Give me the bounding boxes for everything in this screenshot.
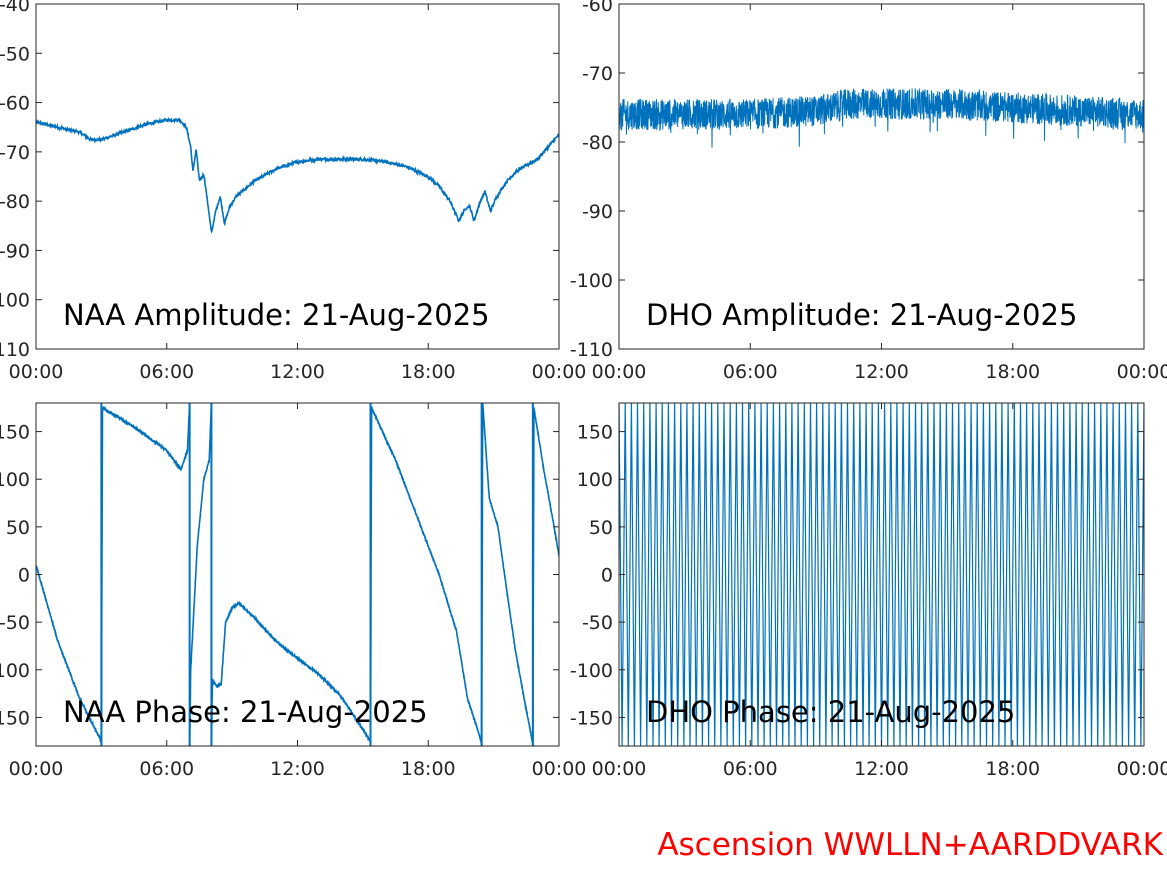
naa-phase-title: NAA Phase: 21-Aug-2025 xyxy=(63,695,428,729)
naa-phase-segment xyxy=(532,407,559,746)
x-tick-label: 18:00 xyxy=(985,361,1040,383)
y-tick-label: -150 xyxy=(570,707,613,729)
y-tick-label: -50 xyxy=(0,43,30,65)
naa-phase-series xyxy=(36,403,559,746)
naa-phase-segment xyxy=(188,403,213,746)
dho-amplitude-panel: -110 -100 -90 -80 -70 -60 00:00 06:00 12:00 18:00… xyxy=(570,0,1167,383)
dho-phase-series xyxy=(619,403,1144,746)
x-tick-label: 06:00 xyxy=(723,361,778,383)
x-tick-label: 12:00 xyxy=(270,361,325,383)
x-tick-label: 00:00 xyxy=(532,758,587,780)
x-tick-label: 12:00 xyxy=(270,758,325,780)
naa-phase-segment xyxy=(100,403,191,746)
y-tick-label: 0 xyxy=(18,565,30,587)
x-tick-label: 06:00 xyxy=(139,758,194,780)
y-tick-label: -80 xyxy=(0,191,30,213)
naa-phase-segment xyxy=(369,405,483,746)
y-tick-label: -100 xyxy=(570,660,613,682)
y-tick-label: 0 xyxy=(601,565,613,587)
naa-phase-panel: -150 -100 -50 0 50 100 150 00:00 06:00 12:00 18:00… xyxy=(0,402,586,780)
x-tick-label: 00:00 xyxy=(9,758,64,780)
y-tick-label: -110 xyxy=(0,339,30,361)
x-tick-label: 12:00 xyxy=(854,361,909,383)
y-tick-label: -40 xyxy=(0,0,30,16)
naa-amplitude-line xyxy=(36,116,559,234)
footer-station-label: Ascension WWLLN+AARDDVARK xyxy=(657,827,1163,863)
x-tick-label: 00:00 xyxy=(1117,361,1167,383)
y-tick-label: -50 xyxy=(582,612,613,634)
y-tick-label: -100 xyxy=(0,290,30,312)
x-tick-label: 00:00 xyxy=(592,758,647,780)
y-tick-label: 100 xyxy=(0,469,30,491)
naa-amplitude-series xyxy=(36,116,559,234)
y-tick-label: -90 xyxy=(0,240,30,262)
x-tick-label: 18:00 xyxy=(401,758,456,780)
y-tick-label: -110 xyxy=(570,339,613,361)
y-tick-label: -100 xyxy=(0,660,30,682)
x-tick-label: 18:00 xyxy=(401,361,456,383)
naa-amplitude-panel: -110 -100 -90 -80 -70 -60 -50 -40 00:00 06:00 12:0… xyxy=(0,0,586,383)
x-tick-label: 00:00 xyxy=(1117,758,1167,780)
dho-amplitude-title: DHO Amplitude: 21-Aug-2025 xyxy=(646,298,1077,332)
dho-phase-line xyxy=(619,403,1144,746)
naa-phase-segment xyxy=(210,600,372,746)
y-tick-label: 150 xyxy=(577,422,613,444)
y-tick-label: -70 xyxy=(0,142,30,164)
x-tick-label: 00:00 xyxy=(9,361,64,383)
x-tick-label: 06:00 xyxy=(139,361,194,383)
dho-phase-title: DHO Phase: 21-Aug-2025 xyxy=(646,695,1015,729)
naa-phase-segment xyxy=(36,565,103,743)
y-tick-label: -80 xyxy=(582,132,613,154)
y-tick-label: -60 xyxy=(582,0,613,16)
naa-amplitude-title: NAA Amplitude: 21-Aug-2025 xyxy=(63,298,490,332)
naa-phase-segment xyxy=(480,403,534,746)
x-tick-label: 00:00 xyxy=(532,361,587,383)
y-tick-label: -50 xyxy=(0,612,30,634)
y-tick-label: 50 xyxy=(6,517,30,539)
dho-amplitude-line xyxy=(619,88,1144,148)
x-tick-label: 00:00 xyxy=(592,361,647,383)
y-tick-label: -150 xyxy=(0,707,30,729)
y-tick-label: -70 xyxy=(582,63,613,85)
y-tick-label: 150 xyxy=(0,422,30,444)
x-tick-label: 18:00 xyxy=(985,758,1040,780)
y-tick-label: 100 xyxy=(577,469,613,491)
y-tick-label: 50 xyxy=(589,517,613,539)
dho-amplitude-series xyxy=(619,88,1144,148)
y-tick-label: -100 xyxy=(570,270,613,292)
y-tick-label: -90 xyxy=(582,201,613,223)
x-tick-label: 12:00 xyxy=(854,758,909,780)
dho-phase-panel: -150 -100 -50 0 50 100 150 00:00 06:00 12:00 18:00… xyxy=(570,402,1167,780)
x-tick-label: 06:00 xyxy=(723,758,778,780)
y-tick-label: -60 xyxy=(0,93,30,115)
